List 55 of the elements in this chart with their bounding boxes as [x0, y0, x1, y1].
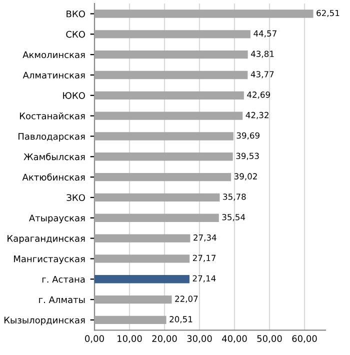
- bar: [94, 295, 172, 304]
- data-label: 42,69: [247, 92, 270, 99]
- bar: [94, 112, 243, 120]
- bar: [94, 254, 190, 263]
- x-tick-label: 20,00: [152, 335, 177, 343]
- y-tick-label: Актюбинская: [22, 173, 85, 181]
- y-tick-label: Костанайская: [20, 112, 85, 120]
- data-label: 27,34: [194, 234, 216, 242]
- y-tick-label: ЮКО: [63, 92, 85, 99]
- x-tick-label: 60,00: [292, 335, 317, 343]
- y-tick-label: Карагандинская: [8, 235, 85, 244]
- data-label: 35,54: [222, 214, 246, 222]
- y-tick-label: Жамбылская: [24, 153, 85, 160]
- bar: [94, 132, 234, 140]
- data-label: 43,77: [250, 71, 274, 78]
- data-label: 20,51: [170, 316, 192, 324]
- x-tick-label: 0,00: [85, 335, 104, 343]
- bar: [94, 70, 248, 80]
- y-tick-label: Атырауская: [28, 214, 85, 224]
- x-tick-label: 10,00: [118, 335, 142, 343]
- data-label: 42,32: [246, 112, 268, 120]
- y-tick-label: ЗКО: [66, 194, 85, 202]
- data-label: 39,53: [236, 152, 259, 160]
- y-tick-label: Кызылординская: [4, 316, 85, 326]
- x-tick-label: 50,00: [257, 335, 282, 343]
- data-label: 35,78: [223, 194, 246, 201]
- data-label: 22,07: [175, 296, 198, 303]
- y-tick-label: ВКО: [66, 10, 85, 18]
- x-tick-label: 40,00: [222, 335, 247, 343]
- bar: [94, 172, 232, 182]
- bar: [94, 30, 250, 38]
- y-tick-label: г. Алматы: [39, 296, 85, 304]
- data-label: 39,02: [234, 173, 257, 180]
- y-tick-label: г. Астана: [42, 276, 85, 283]
- y-tick-label: Мангистауская: [14, 256, 85, 264]
- bar: [94, 91, 244, 100]
- bar: [94, 214, 219, 222]
- bar: [94, 152, 233, 161]
- data-label: 39,69: [236, 132, 260, 140]
- bar: [94, 193, 220, 202]
- bar: [94, 10, 314, 18]
- data-label: 44,57: [254, 30, 276, 38]
- y-tick-label: Акмолинская: [22, 51, 85, 58]
- data-label: 27,14: [192, 275, 216, 282]
- x-tick-label: 30,00: [187, 335, 212, 343]
- bar: [94, 234, 190, 242]
- data-label: 27,17: [192, 254, 216, 262]
- y-tick-label: СКО: [66, 30, 85, 38]
- bar: [94, 316, 166, 324]
- y-tick-label: Алматинская: [22, 72, 85, 79]
- bar: [94, 50, 248, 59]
- data-label: 43,81: [251, 50, 274, 58]
- bar: [94, 275, 190, 284]
- y-tick-label: Павлодарская: [18, 133, 85, 142]
- data-label: 62,51: [316, 10, 340, 18]
